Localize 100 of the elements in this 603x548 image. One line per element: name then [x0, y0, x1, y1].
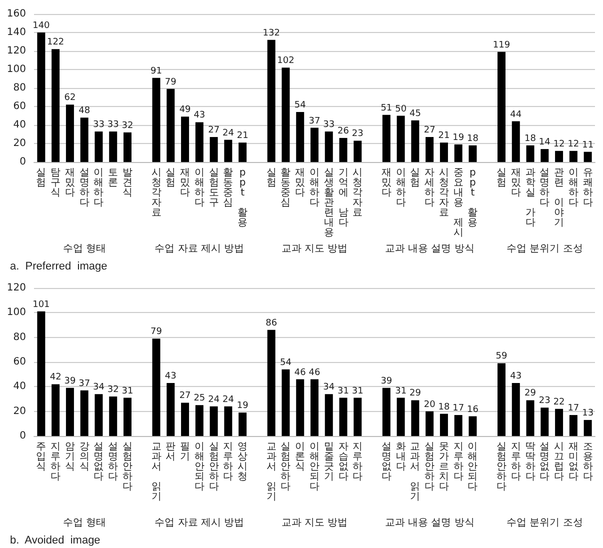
data-label: 48 [78, 106, 90, 116]
x-tick-label: 이해안되다 [468, 442, 478, 492]
x-tick-label: 실험안하다 [208, 442, 219, 492]
bar [310, 128, 318, 162]
data-label: 21 [438, 131, 450, 142]
data-label: 34 [93, 382, 105, 393]
x-tick-label: 이해하다 [568, 168, 578, 208]
x-tick-label: 지루하다 [50, 442, 61, 482]
data-label: 39 [380, 376, 392, 386]
bar [37, 32, 46, 162]
data-label: 19 [452, 132, 464, 143]
y-tick-label: 60 [13, 356, 26, 368]
data-label: 31 [338, 386, 349, 396]
data-label: 45 [409, 108, 421, 119]
x-tick-label: 설명없다 [381, 442, 392, 482]
data-label: 132 [262, 28, 280, 38]
bar [52, 384, 60, 436]
bar [324, 394, 333, 436]
bar [339, 398, 348, 436]
x-tick-label: 자습없다 [338, 442, 348, 482]
bar [80, 390, 88, 436]
data-label: 20 [424, 400, 436, 410]
x-tick-label: 토론 [108, 168, 118, 188]
bar [166, 88, 175, 162]
bar [526, 145, 534, 162]
data-label: 79 [150, 327, 162, 338]
x-tick-label: 암기식 [64, 442, 75, 472]
x-tick-label: 실험 [410, 168, 420, 188]
bar [267, 330, 276, 436]
bar [124, 398, 132, 436]
bar [512, 382, 520, 436]
bar [396, 398, 405, 436]
x-tick-label: 실험안하다 [122, 442, 132, 492]
text: 교과 내용 설명 방식 [384, 244, 474, 254]
x-tick-label: 지루하다 [453, 442, 464, 482]
bar [454, 144, 462, 162]
y-tick-label: 20 [13, 138, 26, 149]
y-tick-label: 120 [6, 46, 26, 56]
bar [166, 382, 175, 436]
x-tick-label: 이해안되다 [310, 442, 320, 492]
x-tick-label: 못가르치다 [438, 442, 449, 492]
bar [354, 140, 362, 162]
data-label: 24 [222, 394, 234, 405]
data-label: 29 [524, 388, 536, 399]
bar [224, 406, 232, 436]
bar [195, 405, 204, 436]
data-label: 32 [122, 120, 134, 131]
x-tick-label: 지루하다 [352, 442, 363, 482]
bar [296, 112, 304, 162]
x-tick-label: 지루하다 [223, 442, 234, 482]
x-tick-label: 설명하다 [79, 168, 90, 208]
bar [396, 116, 405, 162]
data-label: 33 [323, 120, 335, 130]
y-tick-label: 40 [13, 120, 26, 130]
data-label: 43 [164, 371, 176, 382]
y-tick-label: 120 [6, 282, 26, 294]
x-tick-label: 설명하다 [540, 168, 550, 208]
data-label: 17 [568, 404, 580, 414]
x-tick-label: 영상시청 [238, 442, 248, 482]
data-label: 86 [266, 318, 278, 328]
x-tick-label: 활동중심 [280, 168, 291, 208]
x-tick-label: 판서 [166, 442, 176, 462]
x-tick-label: 이해하다 [94, 168, 104, 208]
data-label: 24 [208, 394, 220, 405]
data-label: 25 [194, 394, 206, 404]
data-label: 33 [107, 120, 119, 130]
x-tick-label: 실험 [166, 168, 176, 188]
y-tick-label: 0 [20, 156, 26, 168]
data-label: 26 [338, 126, 350, 136]
data-label: 49 [179, 105, 192, 116]
data-label: 102 [277, 56, 294, 66]
data-label: 140 [32, 21, 50, 31]
data-label: 27 [424, 126, 436, 136]
bar [339, 138, 348, 162]
x-tick-label: 실생활관련내용 [324, 168, 334, 238]
bar [296, 379, 304, 436]
y-tick-label: 140 [6, 27, 26, 38]
x-tick-label: 밑줄긋기 [324, 442, 334, 482]
x-tick-label: 실험안하다 [496, 442, 506, 492]
data-label: 37 [78, 378, 90, 389]
x-tick-label: 발견식 [122, 168, 132, 198]
y-tick-label: 60 [13, 101, 26, 112]
bar [382, 114, 390, 162]
x-tick-label: 활동중심 [223, 168, 234, 208]
y-tick-label: 80 [13, 82, 26, 94]
bar [80, 118, 88, 162]
bar [584, 420, 592, 436]
bar [426, 411, 434, 436]
y-tick-label: 160 [6, 8, 26, 20]
data-label: 46 [294, 368, 306, 378]
x-tick-label: 이해하다 [194, 168, 204, 208]
text: b. Avoided image [10, 534, 100, 546]
x-tick-label: 주입식 [36, 442, 46, 472]
data-label: 18 [438, 402, 450, 412]
x-tick-label: 지루하다 [510, 442, 521, 482]
y-tick-label: 0 [20, 430, 26, 442]
data-label: 12 [568, 139, 580, 150]
data-label: 43 [194, 110, 206, 121]
bar [354, 398, 362, 436]
bar [411, 400, 420, 436]
